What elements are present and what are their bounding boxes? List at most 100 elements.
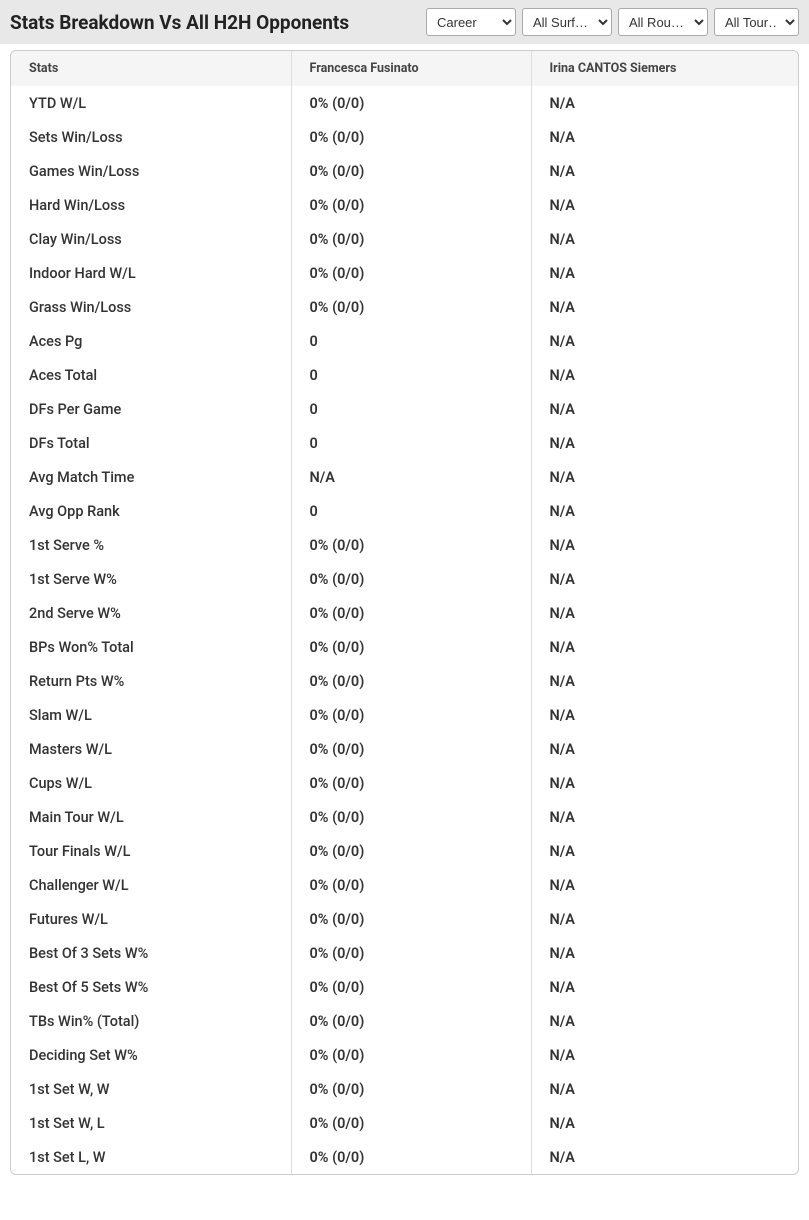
player2-value: N/A [531,256,798,290]
stat-label: TBs Win% (Total) [11,1004,291,1038]
player2-value: N/A [531,86,798,120]
table-body: YTD W/L0% (0/0)N/ASets Win/Loss0% (0/0)N… [11,86,798,1174]
stat-label: DFs Total [11,426,291,460]
player2-value: N/A [531,324,798,358]
player1-value: 0% (0/0) [291,222,531,256]
table-row: TBs Win% (Total)0% (0/0)N/A [11,1004,798,1038]
player2-value: N/A [531,596,798,630]
stat-label: Best Of 3 Sets W% [11,936,291,970]
player2-value: N/A [531,1140,798,1174]
player1-value: 0% (0/0) [291,630,531,664]
table-row: Hard Win/Loss0% (0/0)N/A [11,188,798,222]
table-row: Indoor Hard W/L0% (0/0)N/A [11,256,798,290]
player1-value: 0% (0/0) [291,732,531,766]
player2-value: N/A [531,868,798,902]
player2-value: N/A [531,1038,798,1072]
player1-value: 0% (0/0) [291,868,531,902]
player2-value: N/A [531,766,798,800]
stat-label: Aces Pg [11,324,291,358]
player2-value: N/A [531,358,798,392]
table-row: YTD W/L0% (0/0)N/A [11,86,798,120]
player1-value: 0% (0/0) [291,1004,531,1038]
stat-label: DFs Per Game [11,392,291,426]
table-row: 1st Set L, W0% (0/0)N/A [11,1140,798,1174]
stat-label: 1st Serve % [11,528,291,562]
player2-value: N/A [531,494,798,528]
table-row: 1st Set W, L0% (0/0)N/A [11,1106,798,1140]
stat-label: 1st Set W, W [11,1072,291,1106]
player2-value: N/A [531,902,798,936]
player1-value: 0 [291,494,531,528]
player1-value: 0 [291,358,531,392]
player2-value: N/A [531,1072,798,1106]
player2-value: N/A [531,732,798,766]
player2-value: N/A [531,392,798,426]
stat-label: Avg Match Time [11,460,291,494]
player1-value: 0% (0/0) [291,698,531,732]
player2-value: N/A [531,970,798,1004]
header-bar: Stats Breakdown Vs All H2H Opponents Car… [0,0,809,44]
table-row: 1st Set W, W0% (0/0)N/A [11,1072,798,1106]
table-row: Aces Total0N/A [11,358,798,392]
player2-value: N/A [531,528,798,562]
player1-value: 0% (0/0) [291,1140,531,1174]
player1-value: 0% (0/0) [291,528,531,562]
player1-value: 0 [291,426,531,460]
player1-value: 0% (0/0) [291,120,531,154]
player2-value: N/A [531,154,798,188]
player2-value: N/A [531,936,798,970]
rounds-filter[interactable]: All Rou… [618,8,708,36]
player1-value: 0% (0/0) [291,1106,531,1140]
table-row: Games Win/Loss0% (0/0)N/A [11,154,798,188]
table-row: Main Tour W/L0% (0/0)N/A [11,800,798,834]
player1-value: 0% (0/0) [291,154,531,188]
table-row: BPs Won% Total0% (0/0)N/A [11,630,798,664]
player1-value: 0% (0/0) [291,188,531,222]
stat-label: Games Win/Loss [11,154,291,188]
player1-value: 0% (0/0) [291,902,531,936]
stat-label: Futures W/L [11,902,291,936]
table-row: Return Pts W%0% (0/0)N/A [11,664,798,698]
player1-value: 0% (0/0) [291,1072,531,1106]
player1-value: 0% (0/0) [291,86,531,120]
stat-label: Hard Win/Loss [11,188,291,222]
player2-value: N/A [531,834,798,868]
table-row: Avg Match TimeN/AN/A [11,460,798,494]
stat-label: YTD W/L [11,86,291,120]
player1-value: 0% (0/0) [291,290,531,324]
player2-value: N/A [531,426,798,460]
career-filter[interactable]: Career [426,8,516,36]
table-row: Deciding Set W%0% (0/0)N/A [11,1038,798,1072]
stat-label: 1st Set L, W [11,1140,291,1174]
stat-label: Return Pts W% [11,664,291,698]
player2-value: N/A [531,1106,798,1140]
table-header: Stats Francesca Fusinato Irina CANTOS Si… [11,51,798,86]
player1-value: 0% (0/0) [291,1038,531,1072]
stat-label: Slam W/L [11,698,291,732]
stat-label: Aces Total [11,358,291,392]
table-row: 1st Serve W%0% (0/0)N/A [11,562,798,596]
table-row: Masters W/L0% (0/0)N/A [11,732,798,766]
stat-label: 1st Serve W% [11,562,291,596]
player2-value: N/A [531,120,798,154]
page-title: Stats Breakdown Vs All H2H Opponents [10,11,349,34]
player1-value: 0% (0/0) [291,664,531,698]
player1-value: 0 [291,392,531,426]
player2-value: N/A [531,1004,798,1038]
player2-value: N/A [531,222,798,256]
header-row: Stats Francesca Fusinato Irina CANTOS Si… [11,51,798,86]
tours-filter[interactable]: All Tour… [714,8,799,36]
stats-table: Stats Francesca Fusinato Irina CANTOS Si… [11,51,798,1174]
stat-label: Deciding Set W% [11,1038,291,1072]
player2-value: N/A [531,188,798,222]
column-header-player2: Irina CANTOS Siemers [531,51,798,86]
stat-label: Indoor Hard W/L [11,256,291,290]
stat-label: 1st Set W, L [11,1106,291,1140]
stat-label: Avg Opp Rank [11,494,291,528]
player1-value: 0% (0/0) [291,562,531,596]
surface-filter[interactable]: All Surf… [522,8,612,36]
player2-value: N/A [531,698,798,732]
player2-value: N/A [531,460,798,494]
column-header-stats: Stats [11,51,291,86]
filter-group: Career All Surf… All Rou… All Tour… [426,8,799,36]
